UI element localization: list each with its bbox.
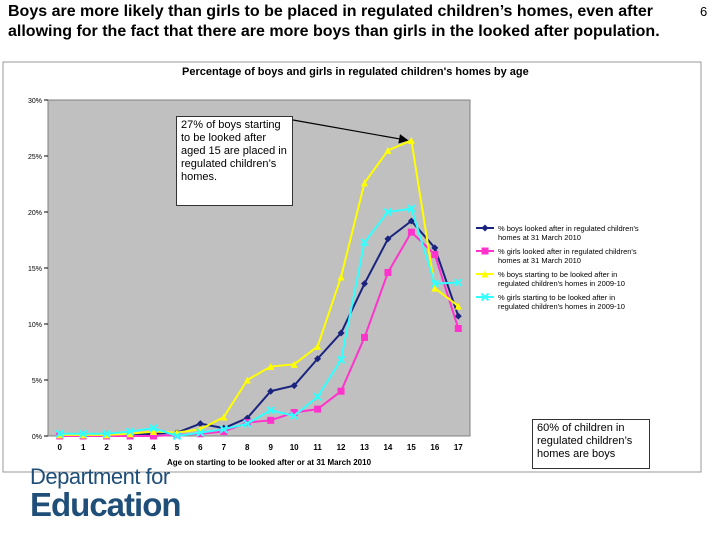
series-1-point	[361, 280, 368, 288]
x-tick-label: 3	[128, 443, 133, 452]
series-line-4	[59, 207, 459, 438]
series-2-point	[454, 324, 462, 332]
series-3-point	[267, 363, 275, 371]
series-1-point	[290, 382, 298, 390]
series-2-point	[267, 416, 275, 424]
series-4-point	[454, 278, 463, 287]
logo-line-1: Department for	[30, 464, 170, 489]
y-tick-label: 30%	[28, 98, 42, 105]
series-2-point	[220, 428, 228, 436]
legend-item-4: % girls starting to be looked after in re…	[498, 293, 625, 311]
series-3-point	[126, 430, 134, 438]
series-4-point	[219, 425, 229, 434]
y-tick-label: 10%	[28, 322, 42, 329]
series-4-point	[313, 392, 322, 402]
series-4-point	[55, 429, 64, 438]
dfe-logo: Department for Education	[30, 464, 182, 523]
x-tick-label: 9	[268, 443, 273, 452]
series-4-point	[102, 429, 111, 438]
series-1-point	[431, 244, 439, 252]
series-3-point	[431, 284, 439, 292]
series-4-point	[149, 423, 158, 433]
series-1-point	[454, 312, 462, 320]
series-3-point	[243, 376, 251, 384]
x-tick-label: 11	[313, 443, 322, 452]
legend-item-3: % boys starting to be looked after in reg…	[498, 270, 625, 288]
chart-title: Percentage of boys and girls in regulate…	[182, 66, 529, 78]
series-3-point	[337, 273, 345, 281]
slide-headline: Boys are more likely than girls to be pl…	[8, 3, 660, 40]
x-tick-label: 16	[430, 443, 439, 452]
series-line-2	[59, 230, 460, 437]
callout-boys-aged-15: 27% of boys starting to be looked after …	[176, 116, 293, 206]
series-1-point	[407, 217, 415, 225]
legend-item-1: % boys looked after in regulated childre…	[498, 224, 639, 242]
x-tick-label: 15	[407, 443, 416, 452]
callout-boys-share: 60% of children in regulated children’s …	[532, 419, 650, 469]
series-4-point	[336, 355, 346, 365]
series-3-point	[454, 302, 462, 310]
x-tick-label: 17	[454, 443, 463, 452]
x-axis-label: Age on starting to be looked after or at…	[167, 458, 372, 467]
y-tick-label: 20%	[28, 210, 42, 217]
x-tick-label: 2	[104, 443, 109, 452]
series-4-point	[78, 429, 88, 438]
series-2-point	[361, 333, 368, 341]
legend-marker	[480, 292, 490, 302]
series-3-point	[220, 413, 228, 421]
series-4-point	[125, 427, 135, 436]
x-tick-label: 7	[222, 443, 227, 452]
series-4-point	[172, 431, 182, 441]
y-tick-label: 25%	[28, 154, 42, 161]
series-2-point	[150, 432, 157, 440]
page-number: 6	[700, 4, 708, 19]
series-1-point	[384, 235, 392, 243]
x-tick-label: 0	[57, 443, 62, 452]
series-1-point	[314, 355, 322, 363]
series-3-point	[407, 136, 415, 144]
y-tick-label: 5%	[32, 378, 42, 385]
series-2-point	[407, 228, 415, 236]
legend-item-2: % girls looked after in regulated childr…	[498, 247, 637, 265]
x-tick-label: 1	[81, 443, 86, 452]
series-3-point	[361, 179, 368, 187]
series-4-point	[360, 238, 369, 247]
x-tick-label: 5	[175, 443, 180, 452]
series-4-point	[266, 406, 275, 415]
series-4-point	[243, 419, 252, 428]
x-tick-label: 13	[360, 443, 369, 452]
y-tick-label: 15%	[28, 266, 42, 273]
series-3-point	[384, 146, 392, 154]
series-4-point	[289, 411, 299, 421]
series-2-point	[290, 408, 298, 416]
series-3-point	[314, 342, 322, 350]
legend-marker	[481, 247, 489, 255]
series-1-point	[337, 329, 345, 337]
series-3-point	[150, 428, 157, 436]
series-3-point	[290, 360, 298, 368]
x-tick-label: 10	[290, 443, 299, 452]
logo-line-2: Education	[30, 486, 182, 523]
series-4-point	[383, 207, 393, 217]
x-tick-label: 12	[337, 443, 346, 452]
legend-marker	[481, 270, 489, 278]
series-line-3	[59, 138, 459, 436]
legend-marker	[481, 224, 489, 232]
x-tick-label: 6	[198, 443, 203, 452]
series-2-point	[384, 268, 392, 276]
y-tick-label: 0%	[32, 434, 42, 441]
callout-arrow	[292, 119, 409, 144]
x-tick-label: 14	[383, 443, 392, 452]
series-4-point	[196, 428, 205, 437]
series-2-point	[337, 387, 345, 395]
series-4-point	[430, 279, 440, 288]
series-1-point	[196, 420, 204, 428]
x-tick-label: 8	[245, 443, 250, 452]
series-2-point	[431, 251, 439, 259]
x-tick-label: 4	[151, 443, 156, 452]
series-4-point	[407, 204, 416, 213]
series-2-point	[314, 405, 322, 413]
series-1-point	[267, 387, 275, 395]
